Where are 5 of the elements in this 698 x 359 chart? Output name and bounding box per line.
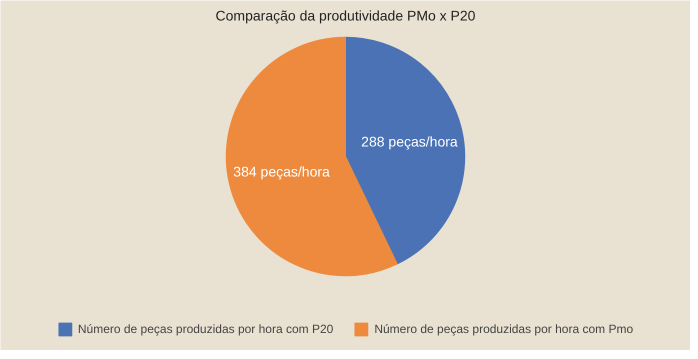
data-label: 384 peças/hora	[233, 163, 330, 180]
legend-label: Número de peças produzidas por hora com Pmo	[374, 322, 634, 336]
legend-label: Número de peças produzidas por hora com P20	[78, 322, 334, 336]
chart-title: Comparação da produtividade PMo x P20	[216, 8, 476, 24]
data-label: 288 peças/hora	[361, 134, 458, 150]
